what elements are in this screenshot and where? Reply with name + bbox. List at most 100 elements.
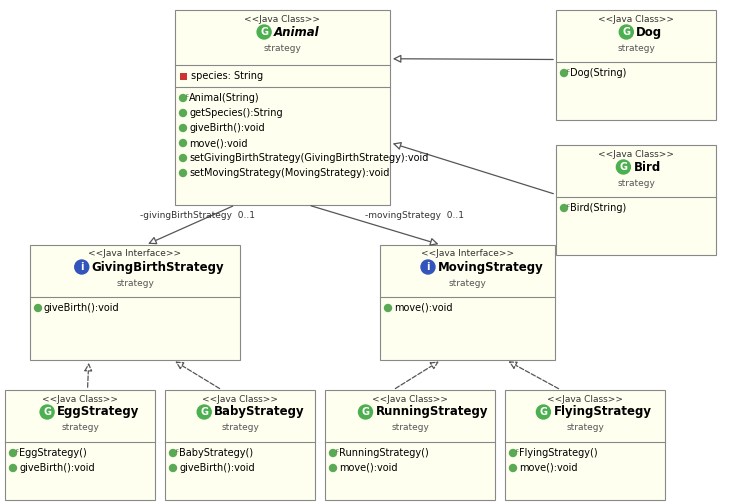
Circle shape [510,450,517,457]
Text: G: G [539,407,548,417]
Text: c: c [336,448,339,453]
Text: GivingBirthStrategy: GivingBirthStrategy [92,261,224,274]
Text: c: c [566,203,569,208]
Text: Animal: Animal [274,26,320,39]
Bar [505,390,665,500]
Text: giveBirth():void: giveBirth():void [19,463,95,473]
Circle shape [169,450,177,457]
Circle shape [616,160,631,174]
Text: G: G [619,162,627,172]
Bar [165,390,315,500]
Text: strategy: strategy [221,424,259,433]
Circle shape [9,450,17,457]
Text: getSpecies():String: getSpecies():String [189,108,283,118]
Text: giveBirth():void: giveBirth():void [44,303,120,313]
Text: move():void: move():void [519,463,577,473]
Circle shape [197,405,211,419]
Circle shape [421,260,435,274]
Text: Bird: Bird [634,160,661,174]
Circle shape [180,170,186,177]
Text: <<Java Class>>: <<Java Class>> [202,394,278,403]
Circle shape [180,139,186,146]
Text: <<Java Class>>: <<Java Class>> [547,394,623,403]
Circle shape [619,25,634,39]
Text: strategy: strategy [116,279,154,288]
Text: G: G [622,27,630,37]
Text: strategy: strategy [566,424,604,433]
Text: EggStrategy: EggStrategy [57,405,139,418]
Circle shape [180,110,186,117]
Text: Animal(String): Animal(String) [189,93,260,103]
Text: RunningStrategy(): RunningStrategy() [339,448,429,458]
Bar [175,10,390,205]
Circle shape [537,405,550,419]
Bar [325,390,495,500]
Bar [30,245,240,360]
Text: giveBirth():void: giveBirth():void [189,123,264,133]
Text: FlyingStrategy(): FlyingStrategy() [519,448,598,458]
Circle shape [561,205,567,211]
Text: G: G [260,27,268,37]
Bar [5,390,155,500]
Text: i: i [426,262,430,272]
Circle shape [180,95,186,102]
Circle shape [74,260,89,274]
Text: Dog(String): Dog(String) [570,68,626,78]
Text: <<Java Interface>>: <<Java Interface>> [88,249,182,259]
Text: giveBirth():void: giveBirth():void [179,463,255,473]
Text: c: c [566,67,569,72]
Text: species: String: species: String [191,71,263,81]
Text: Dog: Dog [637,26,662,39]
Text: -movingStrategy  0..1: -movingStrategy 0..1 [365,211,464,220]
Text: c: c [175,448,179,453]
Text: strategy: strategy [391,424,429,433]
Text: strategy: strategy [617,179,655,188]
Text: strategy: strategy [61,424,99,433]
Text: G: G [361,407,369,417]
Text: move():void: move():void [339,463,398,473]
Circle shape [329,450,337,457]
Text: move():void: move():void [189,138,247,148]
Text: setMovingStrategy(MovingStrategy):void: setMovingStrategy(MovingStrategy):void [189,168,389,178]
Circle shape [9,464,17,471]
Circle shape [358,405,372,419]
Text: strategy: strategy [448,279,486,288]
Text: G: G [43,407,51,417]
Circle shape [510,464,517,471]
Text: c: c [515,448,518,453]
Circle shape [180,125,186,131]
Text: BabyStrategy: BabyStrategy [214,405,305,418]
Text: BabyStrategy(): BabyStrategy() [179,448,253,458]
Bar [556,145,716,255]
Circle shape [169,464,177,471]
Circle shape [385,304,391,311]
Circle shape [180,154,186,161]
Text: <<Java Class>>: <<Java Class>> [598,149,674,158]
Circle shape [329,464,337,471]
Text: -givingBirthStrategy  0..1: -givingBirthStrategy 0..1 [140,211,255,220]
Circle shape [34,304,42,311]
Text: c: c [185,93,188,98]
Bar [556,10,716,120]
Bar [180,72,187,79]
Text: i: i [80,262,83,272]
Text: <<Java Class>>: <<Java Class>> [598,15,674,24]
Text: <<Java Class>>: <<Java Class>> [245,15,320,24]
Text: strategy: strategy [264,43,301,52]
Text: move():void: move():void [394,303,453,313]
Bar [380,245,555,360]
Text: Bird(String): Bird(String) [570,203,626,213]
Text: FlyingStrategy: FlyingStrategy [553,405,651,418]
Text: RunningStrategy: RunningStrategy [375,405,488,418]
Text: setGivingBirthStrategy(GivingBirthStrategy):void: setGivingBirthStrategy(GivingBirthStrate… [189,153,429,163]
Text: c: c [15,448,18,453]
Circle shape [561,69,567,76]
Text: EggStrategy(): EggStrategy() [19,448,87,458]
Text: <<Java Class>>: <<Java Class>> [372,394,448,403]
Circle shape [257,25,271,39]
Text: G: G [200,407,208,417]
Text: strategy: strategy [617,43,655,52]
Text: <<Java Class>>: <<Java Class>> [42,394,118,403]
Text: <<Java Interface>>: <<Java Interface>> [421,249,514,259]
Text: MovingStrategy: MovingStrategy [438,261,544,274]
